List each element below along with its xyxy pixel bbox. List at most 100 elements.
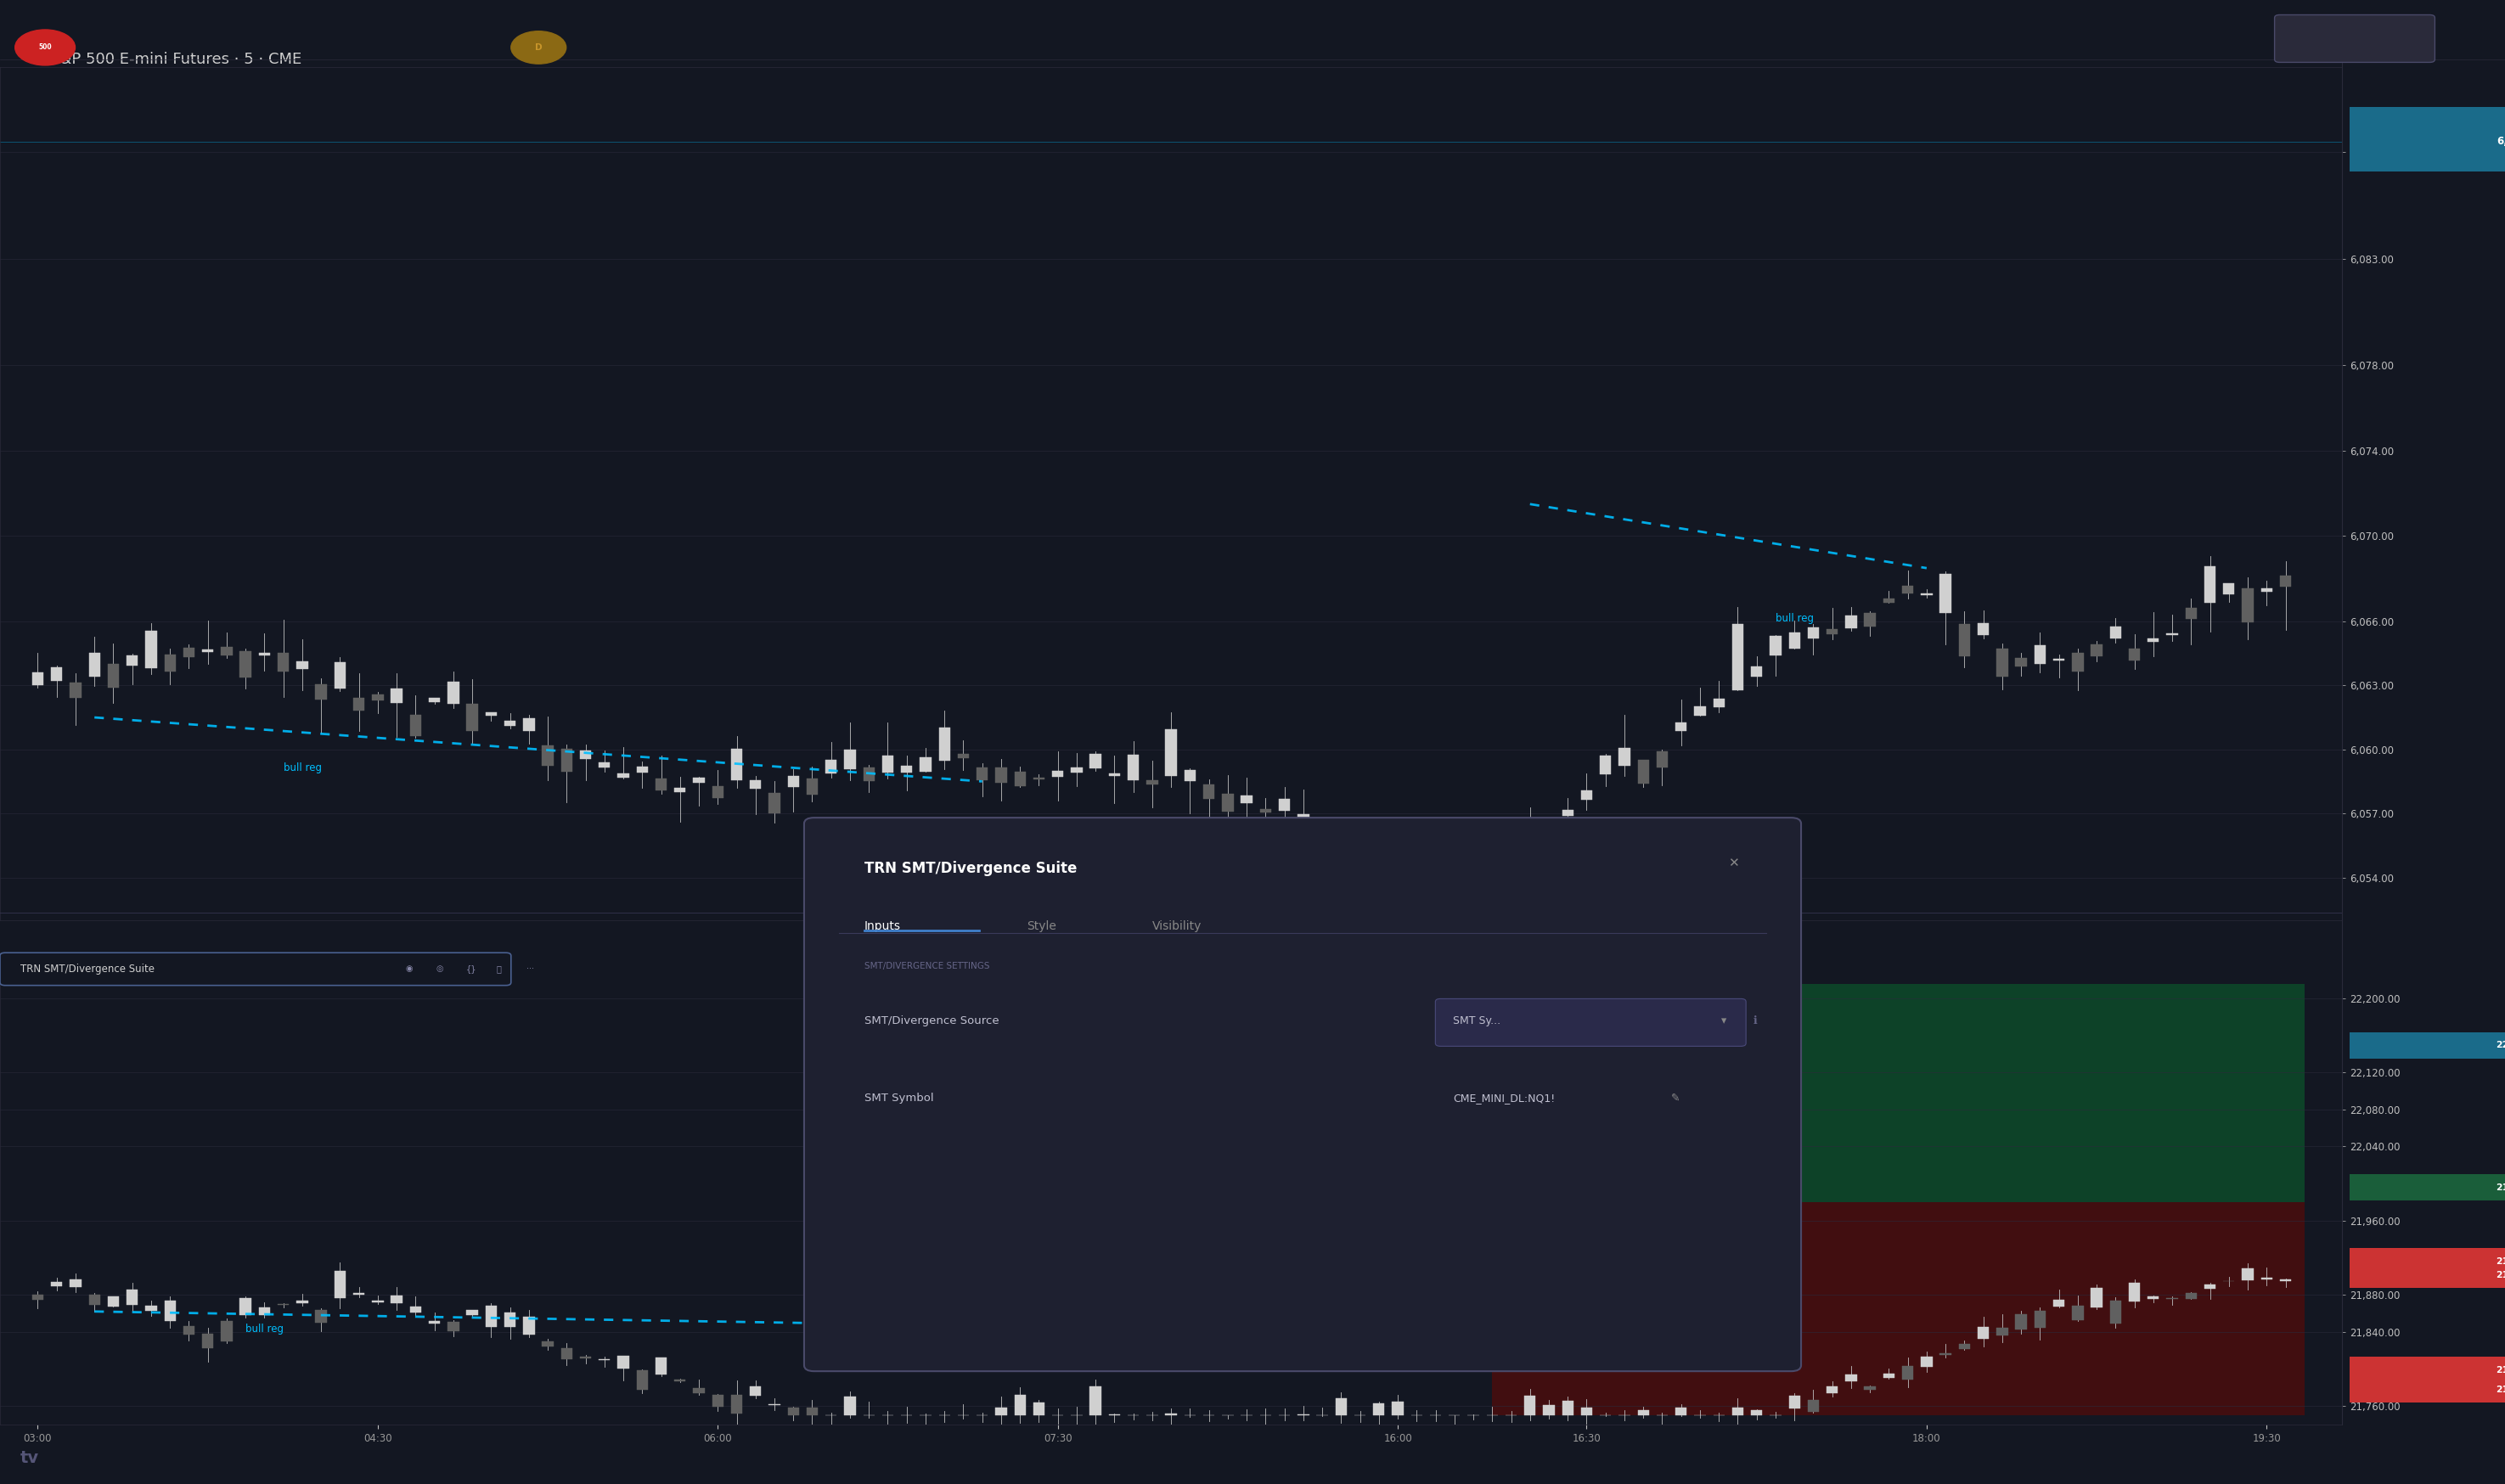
Text: 21,901.50: 21,901.50 — [2495, 1270, 2505, 1279]
Bar — [1713, 699, 1723, 706]
Bar — [2109, 1300, 2122, 1324]
Bar — [1222, 794, 1232, 812]
Bar — [1393, 844, 1403, 859]
Text: SMT/Divergence Source: SMT/Divergence Source — [864, 1015, 999, 1027]
Bar — [656, 779, 666, 791]
Bar — [1959, 1343, 1969, 1349]
Bar — [220, 1321, 233, 1342]
Bar — [1996, 649, 2009, 677]
Text: Inputs: Inputs — [864, 920, 902, 932]
Bar — [636, 1371, 649, 1389]
Bar — [541, 745, 554, 766]
Bar — [1355, 849, 1365, 876]
Bar — [636, 766, 649, 772]
Bar — [524, 718, 534, 732]
Bar — [2262, 589, 2272, 592]
Text: tv: tv — [20, 1450, 40, 1466]
Text: 21,778.00: 21,778.00 — [2495, 1385, 2505, 1393]
Bar — [977, 767, 987, 781]
Text: USD: USD — [2342, 33, 2367, 45]
Bar — [1731, 1407, 1743, 1416]
Bar — [183, 649, 195, 657]
Bar — [1493, 971, 2305, 1202]
Bar — [1959, 625, 1969, 656]
Bar — [333, 662, 346, 689]
Bar — [749, 781, 762, 788]
Bar — [128, 1290, 138, 1304]
Bar — [1581, 1407, 1593, 1416]
Text: bull reg: bull reg — [1643, 1330, 1681, 1342]
Bar — [1393, 1401, 1403, 1416]
Bar — [240, 1298, 250, 1315]
Bar — [882, 755, 894, 772]
Bar — [1127, 755, 1140, 781]
Bar — [2092, 1288, 2102, 1307]
Bar — [1015, 1395, 1025, 1416]
Bar — [1318, 825, 1328, 828]
Bar — [108, 1297, 120, 1306]
Bar — [1032, 1402, 1045, 1416]
Bar — [1884, 598, 1894, 603]
Bar — [448, 1322, 458, 1331]
Bar — [1976, 623, 1989, 635]
Bar — [2204, 567, 2214, 603]
Bar — [1563, 1401, 1573, 1416]
Bar — [1996, 1328, 2009, 1336]
Bar — [1846, 1374, 1856, 1382]
Bar — [1731, 625, 1743, 690]
Bar — [1410, 865, 1423, 870]
Text: 21,798.75: 21,798.75 — [2495, 1365, 2505, 1374]
Text: D: D — [536, 43, 541, 52]
Bar — [1052, 770, 1065, 776]
Bar — [258, 653, 271, 654]
Bar — [1939, 574, 1951, 613]
Bar — [1493, 1202, 2305, 1416]
Text: TRN SMT/Divergence Suite: TRN SMT/Divergence Suite — [20, 963, 155, 975]
Bar — [2017, 659, 2027, 666]
Text: {}: {} — [466, 965, 476, 974]
Bar — [2034, 1310, 2047, 1328]
Bar — [1090, 754, 1102, 769]
Bar — [674, 788, 686, 792]
Bar — [694, 1389, 704, 1393]
Bar — [619, 1356, 629, 1368]
Text: ℹ: ℹ — [1754, 1015, 1759, 1027]
Bar — [1939, 1353, 1951, 1355]
Bar — [203, 1334, 213, 1347]
Bar — [1032, 778, 1045, 779]
Bar — [2129, 1282, 2139, 1301]
Bar — [2109, 626, 2122, 638]
Bar — [561, 1347, 571, 1359]
Text: TRN SMT/Divergence Suite: TRN SMT/Divergence Suite — [864, 861, 1077, 876]
Bar — [1202, 785, 1215, 798]
Text: ▾: ▾ — [1721, 1015, 1726, 1027]
Bar — [731, 748, 741, 781]
Text: ◉: ◉ — [406, 965, 413, 974]
Bar — [33, 672, 43, 686]
Bar — [1373, 1404, 1385, 1416]
Bar — [2054, 1300, 2064, 1306]
Bar — [88, 653, 100, 677]
FancyBboxPatch shape — [2350, 1376, 2505, 1402]
Bar — [939, 729, 949, 760]
Bar — [1430, 870, 1440, 892]
Bar — [2184, 1293, 2197, 1298]
Bar — [1072, 767, 1082, 772]
Text: SMT Sy...: SMT Sy... — [1453, 1015, 1500, 1027]
Text: SMT/DIVERGENCE SETTINGS: SMT/DIVERGENCE SETTINGS — [864, 962, 989, 971]
Bar — [316, 1310, 326, 1322]
Text: bull reg: bull reg — [1776, 613, 1814, 623]
Bar — [1485, 846, 1498, 861]
Bar — [486, 1306, 496, 1327]
Text: SMT Symbol: SMT Symbol — [864, 1092, 934, 1104]
Bar — [183, 1325, 195, 1334]
Bar — [1676, 1407, 1686, 1416]
Bar — [428, 699, 441, 702]
Bar — [428, 1321, 441, 1324]
Bar — [2034, 646, 2047, 665]
Text: bull reg: bull reg — [245, 1324, 283, 1334]
Bar — [145, 1306, 158, 1310]
Bar — [391, 1296, 403, 1303]
Text: Style: Style — [1027, 920, 1057, 932]
Bar — [296, 1300, 308, 1303]
